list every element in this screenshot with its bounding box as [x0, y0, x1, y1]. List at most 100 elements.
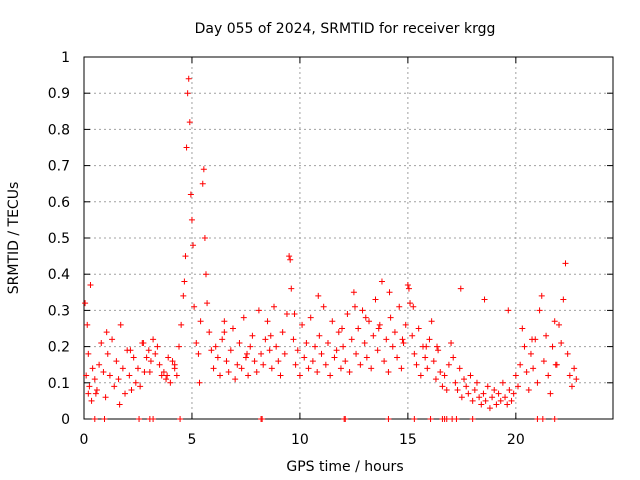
data-point — [242, 354, 249, 361]
data-point — [229, 325, 236, 332]
data-point — [91, 416, 98, 422]
data-point — [96, 361, 103, 368]
data-point — [143, 354, 150, 361]
data-point — [223, 358, 230, 365]
data-point — [187, 191, 194, 198]
data-point — [202, 271, 209, 278]
data-point — [342, 358, 349, 365]
data-point — [221, 318, 228, 325]
data-point — [562, 260, 569, 267]
data-point — [519, 325, 526, 332]
data-point — [286, 253, 293, 260]
x-tick-label: 0 — [80, 432, 89, 448]
data-point — [566, 372, 573, 379]
data-point — [504, 401, 511, 408]
data-point — [232, 376, 239, 383]
data-point — [543, 332, 550, 339]
data-point — [245, 372, 252, 379]
data-point — [225, 368, 232, 375]
data-point — [346, 368, 353, 375]
data-point — [164, 372, 171, 379]
data-point — [258, 350, 265, 357]
data-point — [212, 343, 219, 350]
data-point — [374, 347, 381, 354]
data-point — [140, 339, 147, 346]
data-point — [340, 343, 347, 350]
data-point — [294, 347, 301, 354]
y-axis-label: SRMTID / TECUs — [6, 182, 22, 295]
data-point — [495, 390, 502, 397]
data-point — [315, 292, 322, 299]
data-point — [271, 303, 278, 310]
data-point — [104, 350, 111, 357]
data-point — [458, 394, 465, 401]
data-point — [160, 368, 167, 375]
data-point — [469, 397, 476, 404]
data-point — [545, 372, 552, 379]
data-point — [146, 368, 153, 375]
data-point — [427, 416, 434, 422]
data-point — [262, 336, 269, 343]
x-tick-label: 15 — [399, 432, 417, 448]
data-point — [210, 365, 217, 372]
data-point — [409, 332, 416, 339]
data-point — [238, 365, 245, 372]
data-point — [337, 365, 344, 372]
data-point — [514, 383, 521, 390]
x-tick-label: 5 — [187, 432, 196, 448]
data-point — [432, 376, 439, 383]
data-point — [445, 361, 452, 368]
data-point — [405, 285, 412, 292]
data-point — [335, 329, 342, 336]
data-point — [467, 372, 474, 379]
data-point — [452, 379, 459, 386]
data-point — [411, 416, 418, 422]
data-point — [359, 307, 366, 314]
data-point — [208, 347, 215, 354]
data-point — [320, 303, 327, 310]
data-point — [312, 343, 319, 350]
data-point — [103, 329, 110, 336]
data-point — [266, 347, 273, 354]
data-point — [508, 397, 515, 404]
data-point — [303, 339, 310, 346]
data-point — [536, 307, 543, 314]
data-point — [469, 416, 476, 422]
data-point — [362, 314, 369, 321]
data-point — [100, 368, 107, 375]
data-point — [471, 387, 478, 394]
data-point — [85, 350, 92, 357]
data-point — [366, 318, 373, 325]
grid-lines — [84, 57, 613, 419]
data-point — [527, 350, 534, 357]
data-point — [484, 383, 491, 390]
data-point — [221, 329, 228, 336]
data-point — [530, 365, 537, 372]
data-point — [505, 307, 512, 314]
data-point — [402, 321, 409, 328]
data-point — [353, 350, 360, 357]
data-point — [86, 383, 93, 390]
data-point — [227, 347, 234, 354]
data-point — [83, 372, 90, 379]
data-point — [363, 354, 370, 361]
data-point — [85, 390, 92, 397]
data-point — [348, 336, 355, 343]
data-point — [465, 390, 472, 397]
data-point — [387, 314, 394, 321]
data-point — [534, 416, 541, 422]
data-point — [486, 405, 493, 412]
y-tick-label: 0.5 — [48, 231, 70, 247]
data-point — [206, 329, 213, 336]
data-point — [204, 300, 211, 307]
data-point — [538, 292, 545, 299]
data-point — [461, 376, 468, 383]
data-point — [287, 256, 294, 263]
data-point — [236, 339, 243, 346]
data-point — [391, 329, 398, 336]
data-point — [450, 354, 457, 361]
data-point — [150, 416, 157, 422]
data-point — [244, 350, 251, 357]
data-point — [529, 336, 536, 343]
